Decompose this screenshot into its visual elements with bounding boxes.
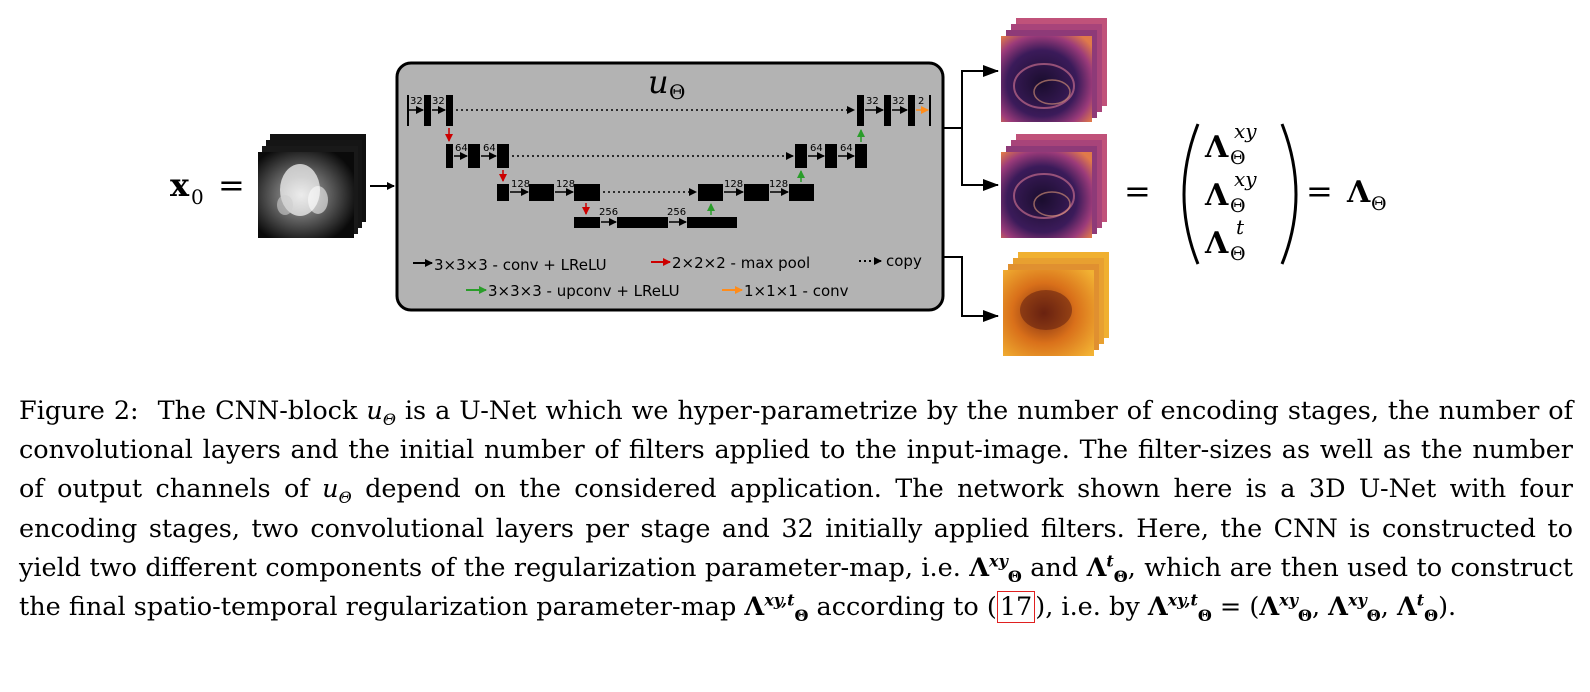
math-lambda-xy: ΛxyΘ: [1328, 590, 1381, 626]
network-subscript: Θ: [669, 80, 685, 104]
channel-label: 32: [432, 96, 445, 107]
feature-block: [424, 95, 431, 126]
feature-block: [744, 184, 769, 201]
output-map-stack-t: [1003, 252, 1109, 356]
legend-pool-text: 2×2×2 - max pool: [672, 254, 810, 272]
legend-conv1-text: 1×1×1 - conv: [744, 282, 849, 300]
lambda-t-sub: Θ: [1230, 243, 1246, 265]
feature-block: [825, 144, 837, 168]
feature-block: [574, 184, 600, 201]
math-lambda-xy: ΛxyΘ: [1259, 590, 1312, 626]
lambda-xy-2: Λ: [1204, 178, 1229, 213]
caption-text: and: [1021, 552, 1087, 583]
caption-text: according to (: [808, 592, 997, 623]
caption-text: The CNN-block: [157, 396, 367, 426]
output-branch-mid: [961, 128, 999, 191]
feature-block: [529, 184, 554, 201]
math-lambda-xyt: Λxy,tΘ: [744, 590, 809, 626]
lambda-t-sup: t: [1236, 215, 1245, 239]
channel-label: 128: [724, 179, 743, 190]
math-lambda-t: ΛtΘ: [1086, 551, 1128, 586]
lambda-final: Λ: [1346, 175, 1371, 210]
caption-label: Figure 2:: [19, 396, 139, 426]
input-equals: =: [218, 166, 245, 204]
network-box: [395, 61, 945, 312]
channel-label: 128: [556, 179, 575, 190]
feature-block: [884, 95, 891, 126]
feature-block: [574, 217, 600, 228]
feature-block: [698, 184, 723, 201]
caption-text: ).: [1438, 592, 1457, 623]
network-symbol: u: [648, 63, 669, 101]
math-lambda-xyt: Λxy,tΘ: [1147, 590, 1212, 626]
feature-block: [687, 217, 737, 228]
math-lambda-xy: ΛxyΘ: [969, 551, 1022, 586]
channel-label: 64: [840, 143, 853, 154]
caption-text: = (: [1211, 592, 1260, 623]
channel-label: 32: [892, 96, 905, 107]
right-paren: [1280, 123, 1298, 265]
math-lambda-t: ΛtΘ: [1396, 590, 1439, 626]
feature-block: [468, 144, 480, 168]
caption-text: depend on the considered application. Th…: [19, 474, 1573, 583]
math-u: uΘ: [366, 396, 396, 430]
equation-reference-link[interactable]: 17: [996, 591, 1036, 624]
unet-figure: x 0 = u Θ 32 32 64 64 128 128: [170, 18, 1387, 356]
feature-block: [795, 144, 807, 168]
channel-label: 128: [511, 179, 530, 190]
lambda-t: Λ: [1204, 226, 1229, 261]
legend-conv-text: 3×3×3 - conv + LReLU: [434, 256, 607, 274]
input-symbol: x: [170, 166, 190, 204]
final-equals: =: [1306, 172, 1333, 210]
feature-block: [446, 144, 453, 168]
figure-caption: Figure 2: The CNN-block uΘ is a U-Net wh…: [19, 396, 1574, 626]
caption-text: is a U-Net which we hyper-parametrize by…: [19, 396, 1574, 505]
feature-block: [497, 144, 509, 168]
channel-label: 32: [410, 96, 423, 107]
channel-label: 64: [810, 143, 823, 154]
caption-text: ), i.e. by: [1035, 592, 1148, 623]
channel-label: 256: [667, 207, 686, 218]
output-branch-top: [943, 65, 999, 129]
lambda-xy-1: Λ: [1204, 130, 1229, 165]
math-u: uΘ: [322, 474, 352, 508]
vector-equals: =: [1124, 172, 1151, 210]
lambda-xy-2-sub: Θ: [1230, 195, 1246, 217]
channel-label: 64: [483, 143, 496, 154]
feature-block: [789, 184, 814, 201]
output-branch-bottom: [943, 256, 999, 322]
channel-label: 64: [455, 143, 468, 154]
legend-upconv-text: 3×3×3 - upconv + LReLU: [488, 282, 680, 300]
output-map-stack-xy-1: [1001, 18, 1107, 122]
feature-block: [908, 95, 915, 126]
lambda-xy-2-sup: xy: [1234, 167, 1257, 191]
channel-label: 32: [866, 96, 879, 107]
feature-block: [617, 217, 668, 228]
feature-block: [446, 95, 453, 126]
input-subscript: 0: [191, 185, 204, 209]
channel-label: 128: [769, 179, 788, 190]
feature-block: [497, 184, 509, 201]
feature-block: [855, 144, 867, 168]
output-map-stack-xy-2: [1001, 134, 1107, 238]
lambda-xy-1-sup: xy: [1234, 119, 1257, 143]
legend: 3×3×3 - conv + LReLU 2×2×2 - max pool co…: [413, 252, 922, 300]
input-image-stack: [258, 134, 366, 238]
left-paren: [1182, 123, 1200, 265]
lambda-xy-1-sub: Θ: [1230, 147, 1246, 169]
legend-copy-text: copy: [886, 252, 922, 270]
channel-label: 2: [918, 96, 924, 107]
caption-text: , which are then used to construct the f…: [19, 552, 1574, 623]
channel-label: 256: [599, 207, 618, 218]
lambda-final-sub: Θ: [1371, 193, 1387, 215]
feature-block: [857, 95, 864, 126]
